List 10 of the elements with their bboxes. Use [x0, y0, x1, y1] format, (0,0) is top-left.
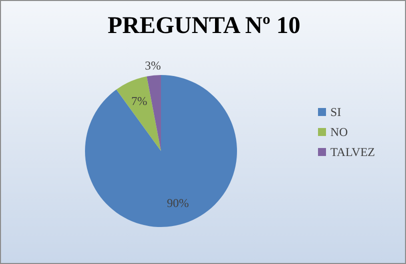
legend-label: TALVEZ [330, 144, 375, 161]
chart-title: PREGUNTA Nº 10 [106, 13, 302, 40]
pie-slice [146, 75, 161, 151]
legend-label: NO [330, 124, 348, 141]
pie-slice [116, 76, 161, 151]
data-label: 90% [166, 196, 189, 210]
data-label: 7% [131, 94, 148, 108]
pie-slice [85, 75, 237, 227]
legend-label: SI [330, 104, 342, 121]
data-label: 3% [144, 58, 161, 72]
